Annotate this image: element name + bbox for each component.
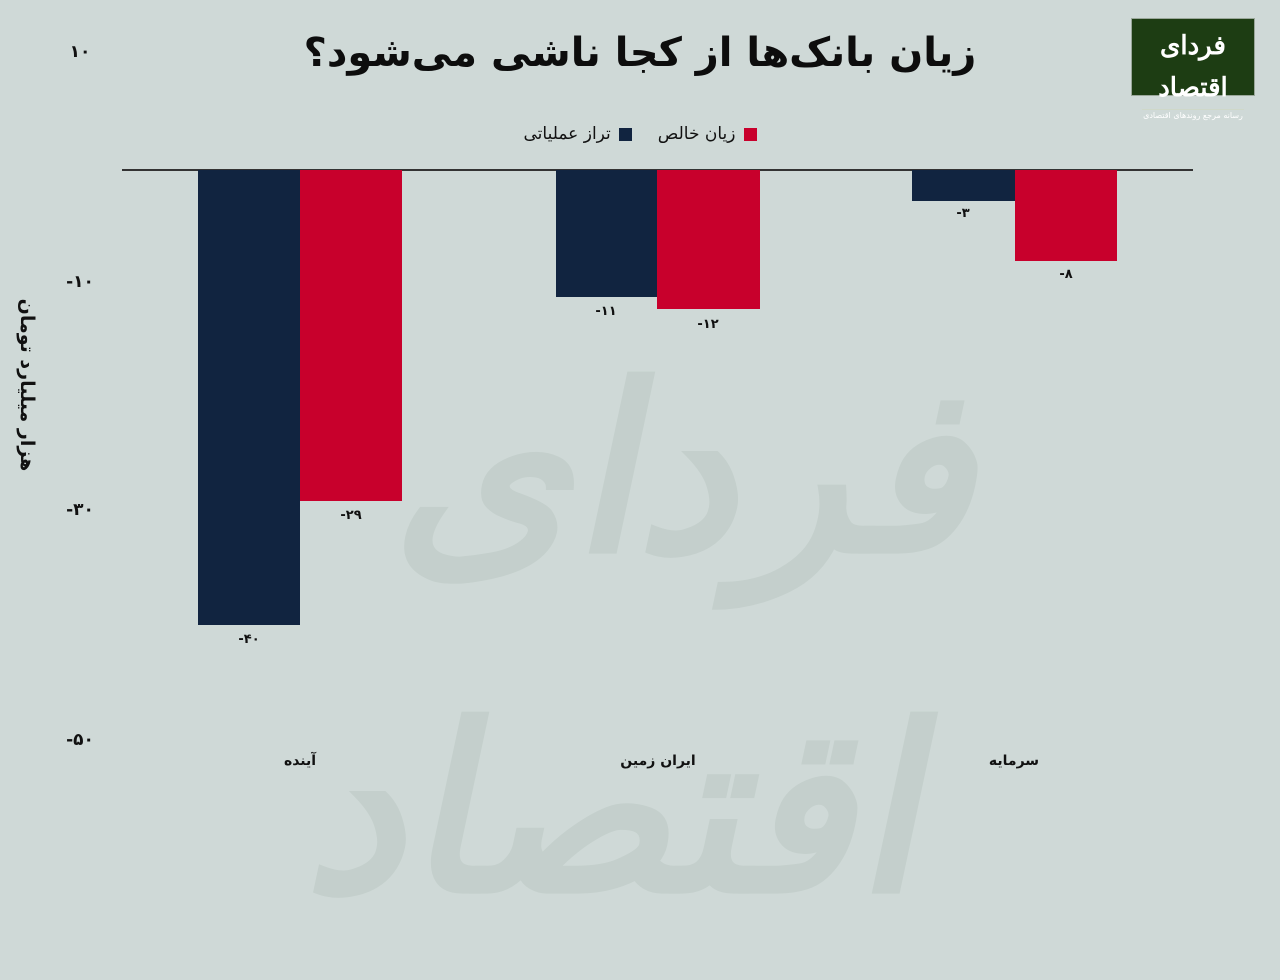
logo-subtitle: رسانه مرجع روندهای اقتصادی: [1143, 111, 1243, 120]
chart-title: زیان بانک‌ها از کجا ناشی می‌شود؟: [303, 30, 977, 76]
y-tick: -۳۰: [66, 500, 94, 520]
legend-item-operating: تراز عملیاتی: [524, 124, 632, 144]
legend: زیان خالص تراز عملیاتی: [0, 124, 1280, 144]
logo-text: فردای اقتصاد: [1158, 31, 1228, 103]
y-tick: -۵۰: [66, 730, 94, 750]
x-category-label: سرمایه: [988, 753, 1040, 769]
bar-netloss-ayandeh: [300, 170, 402, 501]
value-label: -۴۰: [238, 632, 260, 647]
bar-operating-ayandeh: [198, 170, 300, 625]
value-label: -۸: [1059, 267, 1073, 282]
zero-baseline: [122, 169, 1193, 171]
y-tick: -۱۰: [66, 272, 94, 292]
value-label: -۱۱: [595, 304, 617, 319]
x-category-label: ایران زمین: [620, 753, 696, 769]
y-axis-label: هزار میلیارد تومان: [16, 298, 38, 472]
value-label: -۲۹: [340, 508, 362, 523]
bar-operating-iranzamin: [556, 170, 657, 297]
y-tick: ۱۰: [69, 42, 91, 62]
legend-label: تراز عملیاتی: [523, 124, 611, 144]
bar-operating-sarmayeh: [912, 170, 1015, 201]
legend-item-net-loss: زیان خالص: [658, 124, 757, 144]
legend-swatch-red: [743, 127, 757, 141]
bar-netloss-iranzamin: [657, 170, 760, 309]
value-label: -۳: [956, 206, 970, 221]
logo-divider: [1142, 109, 1244, 110]
x-category-label: آینده: [283, 753, 317, 769]
brand-logo: فردای اقتصاد رسانه مرجع روندهای اقتصادی: [1131, 18, 1255, 120]
bar-netloss-sarmayeh: [1015, 170, 1117, 261]
legend-label: زیان خالص: [657, 124, 736, 144]
value-label: -۱۲: [697, 317, 719, 332]
legend-swatch-navy: [618, 127, 632, 141]
